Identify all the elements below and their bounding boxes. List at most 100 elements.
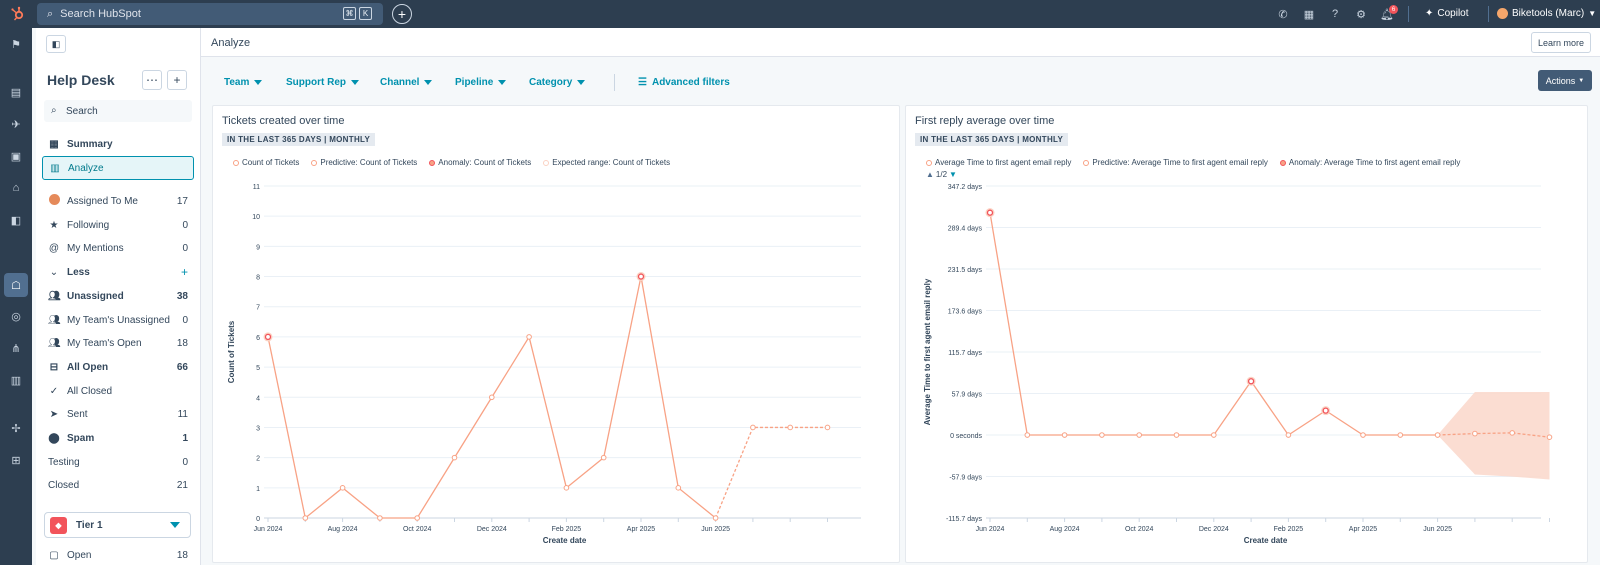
collapse-sidebar-button[interactable]: ◧ [46, 35, 66, 53]
y-tick-label: 9 [256, 244, 260, 251]
bookmark-icon[interactable]: ⚑ [11, 38, 21, 51]
sidebar-item-sent[interactable]: ➤ Sent 11 [42, 403, 194, 425]
copilot-button[interactable]: ✦ Copilot [1425, 8, 1469, 19]
sidebar-item-testing[interactable]: Testing 0 [42, 451, 194, 473]
sidebar-item-analyze[interactable]: ▥ Analyze [42, 156, 194, 180]
legend-item[interactable]: Count of Tickets [233, 158, 299, 167]
anomaly-point [1247, 378, 1255, 385]
expected-range-band [1437, 391, 1550, 480]
learn-more-button[interactable]: Learn more [1531, 32, 1591, 53]
predictive-point [787, 424, 794, 431]
sales-icon[interactable]: ◧ [10, 214, 22, 227]
pager-up-icon[interactable]: ▲ [926, 170, 934, 179]
add-view-button[interactable]: + [167, 70, 187, 90]
sidebar-item-my-mentions[interactable]: @ My Mentions 0 [42, 237, 194, 259]
sidebar-item-open-partial[interactable]: ▢ Open 18 [42, 550, 194, 564]
legend-item[interactable]: Predictive: Average Time to first agent … [1083, 158, 1268, 167]
sidebar-item-label: My Mentions [67, 242, 124, 254]
add-inbox-view-plus-icon[interactable]: + [180, 265, 188, 279]
legend-item[interactable]: Expected range: Count of Tickets [543, 158, 670, 167]
chevron-down-icon: ▼ [1588, 9, 1597, 18]
sidebar-item-label: My Team's Open [67, 337, 142, 349]
filter-team[interactable]: Team [224, 77, 263, 88]
legend-item[interactable]: Average Time to first agent email reply [926, 158, 1071, 167]
legend-item[interactable]: Predictive: Count of Tickets [311, 158, 417, 167]
inbox-icon: ▢ [49, 550, 59, 561]
sidebar-title: Help Desk [47, 72, 115, 88]
sidebar-item-my-teams-open[interactable]: 👥︎ My Team's Open 18 [42, 332, 194, 354]
filter-channel[interactable]: Channel [380, 77, 433, 88]
filter-support-rep[interactable]: Support Rep [286, 77, 359, 88]
phone-icon[interactable]: ✆ [1278, 8, 1288, 21]
advanced-filters-button[interactable]: ☰ Advanced filters [638, 77, 730, 88]
sidebar-item-closed[interactable]: Closed 21 [42, 474, 194, 496]
database-icon[interactable]: ◎ [11, 310, 21, 323]
x-tick-label: Jun 2025 [1423, 526, 1452, 533]
sidebar-search-placeholder: Search [66, 105, 98, 117]
reporting-icon[interactable]: ▥ [10, 374, 22, 387]
content-icon[interactable]: ▣ [10, 150, 22, 163]
hubspot-logo-icon[interactable] [0, 0, 36, 28]
help-icon[interactable]: ? [1331, 8, 1339, 20]
legend-item[interactable]: Anomaly: Count of Tickets [429, 158, 531, 167]
inbox-selector-tier-1[interactable]: ◆ Tier 1 [44, 512, 191, 538]
breeze-icon[interactable]: ✢ [11, 422, 21, 435]
sidebar-search-input[interactable]: ⌕ Search [44, 100, 192, 122]
contacts-icon[interactable]: ▤ [10, 86, 22, 99]
sidebar-item-label: Following [67, 219, 110, 231]
service-icon[interactable]: ☖ [11, 279, 21, 292]
sidebar-item-my-teams-unassigned[interactable]: 👥︎ My Team's Unassigned 0 [42, 309, 194, 331]
x-tick-label: Dec 2024 [477, 526, 507, 533]
pager-down-icon[interactable]: ▼ [949, 170, 957, 179]
marketplace-icon[interactable]: ▦ [1303, 8, 1315, 21]
global-search-input[interactable]: ⌕ Search HubSpot ⌘ K [37, 3, 383, 25]
chart-legend: Average Time to first agent email reply … [926, 158, 1460, 167]
sidebar-item-assigned-to-me[interactable]: Assigned To Me 17 [42, 190, 194, 212]
automation-icon[interactable]: ⋔ [11, 342, 21, 355]
x-tick-label: Dec 2024 [1199, 526, 1229, 533]
marketing-icon[interactable]: ✈ [11, 118, 21, 131]
sidebar-item-all-open[interactable]: ⊟ All Open 66 [42, 356, 194, 378]
chart-card-tickets-created: Tickets created over time IN THE LAST 36… [212, 105, 900, 563]
sidebar-item-unassigned[interactable]: 👥︎ Unassigned 38 [42, 285, 194, 307]
data-point [712, 515, 719, 521]
sidebar-item-count: 18 [176, 550, 188, 561]
filter-category[interactable]: Category [529, 77, 586, 88]
users-icon: 👥︎ [48, 337, 61, 349]
x-tick-label: Feb 2025 [552, 526, 582, 533]
gear-icon[interactable]: ⚙ [1356, 8, 1366, 21]
search-icon: ⌕ [51, 105, 57, 116]
sidebar-item-label: Summary [67, 138, 113, 150]
y-tick-label: -57.9 days [949, 475, 982, 482]
inbox-icon: ⊟ [49, 361, 59, 373]
sidebar-item-all-closed[interactable]: ✓ All Closed [42, 380, 194, 402]
y-tick-label: 3 [256, 425, 260, 432]
sliders-icon: ☰ [638, 77, 647, 88]
sidebar-toggle-less[interactable]: ⌄ Less + [42, 261, 194, 283]
top-divider [1408, 6, 1409, 22]
predictive-point [750, 424, 756, 431]
y-tick-label: 115.7 days [948, 350, 982, 357]
y-axis-title: Count of Tickets [227, 320, 236, 383]
legend-item[interactable]: Anomaly: Average Time to first agent ema… [1279, 158, 1460, 167]
commerce-icon[interactable]: ⌂ [12, 182, 20, 194]
sidebar-item-spam[interactable]: ⬤ Spam 1 [42, 427, 194, 449]
apps-icon[interactable]: ⊞ [11, 454, 21, 467]
more-options-button[interactable]: ⋯ [142, 70, 162, 90]
legend-label: Average Time to first agent email reply [935, 158, 1072, 167]
y-tick-label: 5 [256, 365, 260, 372]
anomaly-point [264, 333, 272, 341]
sidebar-item-count: 38 [176, 290, 188, 302]
create-plus-icon[interactable]: + [392, 4, 412, 24]
account-menu[interactable]: Biketools (Marc) ▼ [1497, 8, 1596, 19]
actions-button[interactable]: Actions ▼ [1538, 70, 1592, 91]
filter-pipeline[interactable]: Pipeline [455, 77, 507, 88]
sidebar-item-count: 0 [182, 219, 188, 231]
x-tick-label: Oct 2024 [1125, 526, 1154, 533]
sidebar-item-following[interactable]: ★ Following 0 [42, 214, 194, 236]
y-tick-label: 10 [252, 214, 260, 221]
sidebar-item-label: Open [67, 550, 92, 561]
sidebar-item-summary[interactable]: ▦ Summary [42, 133, 194, 155]
legend-label: Predictive: Count of Tickets [320, 158, 418, 167]
x-axis-title: Create date [1244, 536, 1288, 545]
